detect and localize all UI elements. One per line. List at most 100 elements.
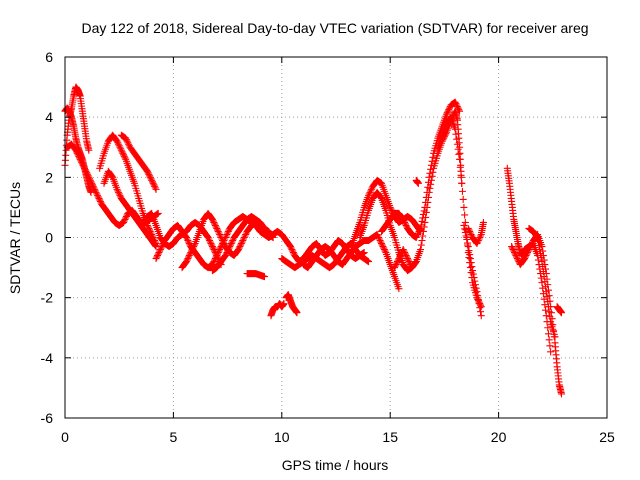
data-point (367, 187, 375, 195)
data-point (557, 390, 565, 398)
data-point (538, 258, 546, 266)
data-point (223, 249, 231, 257)
data-point (85, 173, 93, 181)
data-point (455, 106, 463, 114)
data-point (538, 279, 546, 287)
data-point (73, 149, 81, 157)
data-point (454, 145, 462, 153)
data-point (557, 309, 565, 317)
data-point (91, 185, 99, 193)
data-point (213, 224, 221, 232)
data-point (445, 104, 453, 112)
data-point (148, 176, 156, 184)
data-point (404, 255, 412, 263)
data-point (81, 164, 89, 172)
data-point (544, 298, 552, 306)
data-point (94, 191, 102, 199)
data-point (401, 249, 409, 257)
data-point (239, 235, 247, 243)
data-point (75, 154, 83, 162)
data-point (542, 283, 550, 291)
data-point (113, 137, 121, 145)
data-point (114, 140, 122, 148)
data-point (537, 250, 545, 258)
data-point (452, 100, 460, 108)
data-point (156, 247, 164, 255)
data-point (212, 253, 220, 261)
data-point (122, 134, 130, 142)
data-point (510, 249, 518, 257)
grid-lines (65, 57, 607, 418)
data-point (401, 218, 409, 226)
data-point (403, 253, 411, 261)
data-point (216, 230, 224, 238)
data-point (86, 175, 94, 183)
data-point (121, 154, 129, 162)
data-point (117, 146, 125, 154)
data-point (460, 221, 468, 229)
data-point (463, 236, 471, 244)
data-point (444, 107, 452, 115)
data-point (536, 246, 544, 254)
data-point (377, 238, 385, 246)
data-point (461, 218, 469, 226)
data-point (544, 324, 552, 332)
y-tick-label: 6 (45, 49, 53, 65)
data-point (474, 292, 482, 300)
data-point (92, 188, 100, 196)
data-point (374, 232, 382, 240)
data-point (215, 247, 223, 255)
data-point (545, 336, 553, 344)
series-trace-f (117, 131, 160, 193)
data-point (391, 262, 399, 270)
data-point (146, 172, 154, 180)
data-point (393, 258, 401, 266)
data-point (454, 104, 462, 112)
data-point (217, 234, 225, 241)
data-point (213, 252, 221, 260)
data-point (122, 214, 130, 222)
data-point (123, 137, 131, 145)
data-point (154, 250, 162, 258)
data-point (214, 249, 222, 257)
data-point (220, 240, 228, 248)
data-point (400, 247, 408, 255)
data-point (472, 284, 480, 292)
data-point (471, 277, 479, 285)
data-point (219, 238, 227, 246)
data-point (185, 253, 193, 261)
data-point (242, 230, 250, 238)
data-point (94, 193, 102, 201)
data-point (187, 247, 195, 255)
data-point (211, 255, 219, 263)
data-point (416, 226, 424, 234)
data-point (72, 146, 80, 154)
data-point (429, 168, 437, 176)
data-point (394, 256, 402, 264)
data-point (375, 234, 383, 241)
data-point (212, 223, 220, 231)
data-point (76, 155, 84, 163)
data-points (61, 83, 565, 398)
data-point (73, 148, 81, 156)
series-trace-e (100, 167, 160, 251)
data-point (89, 182, 97, 190)
data-point (120, 218, 128, 226)
data-point (143, 221, 151, 229)
data-point (456, 163, 464, 171)
data-point (467, 259, 475, 267)
data-point (452, 130, 460, 138)
data-point (402, 252, 410, 260)
data-point (87, 178, 95, 186)
data-point (395, 285, 403, 293)
y-tick-label: -4 (41, 350, 54, 366)
data-point (540, 273, 548, 281)
data-point (149, 179, 157, 187)
data-point (539, 263, 547, 271)
data-point (95, 194, 103, 202)
data-point (422, 208, 430, 216)
data-point (469, 270, 477, 278)
data-point (77, 157, 85, 165)
data-point (405, 258, 413, 266)
